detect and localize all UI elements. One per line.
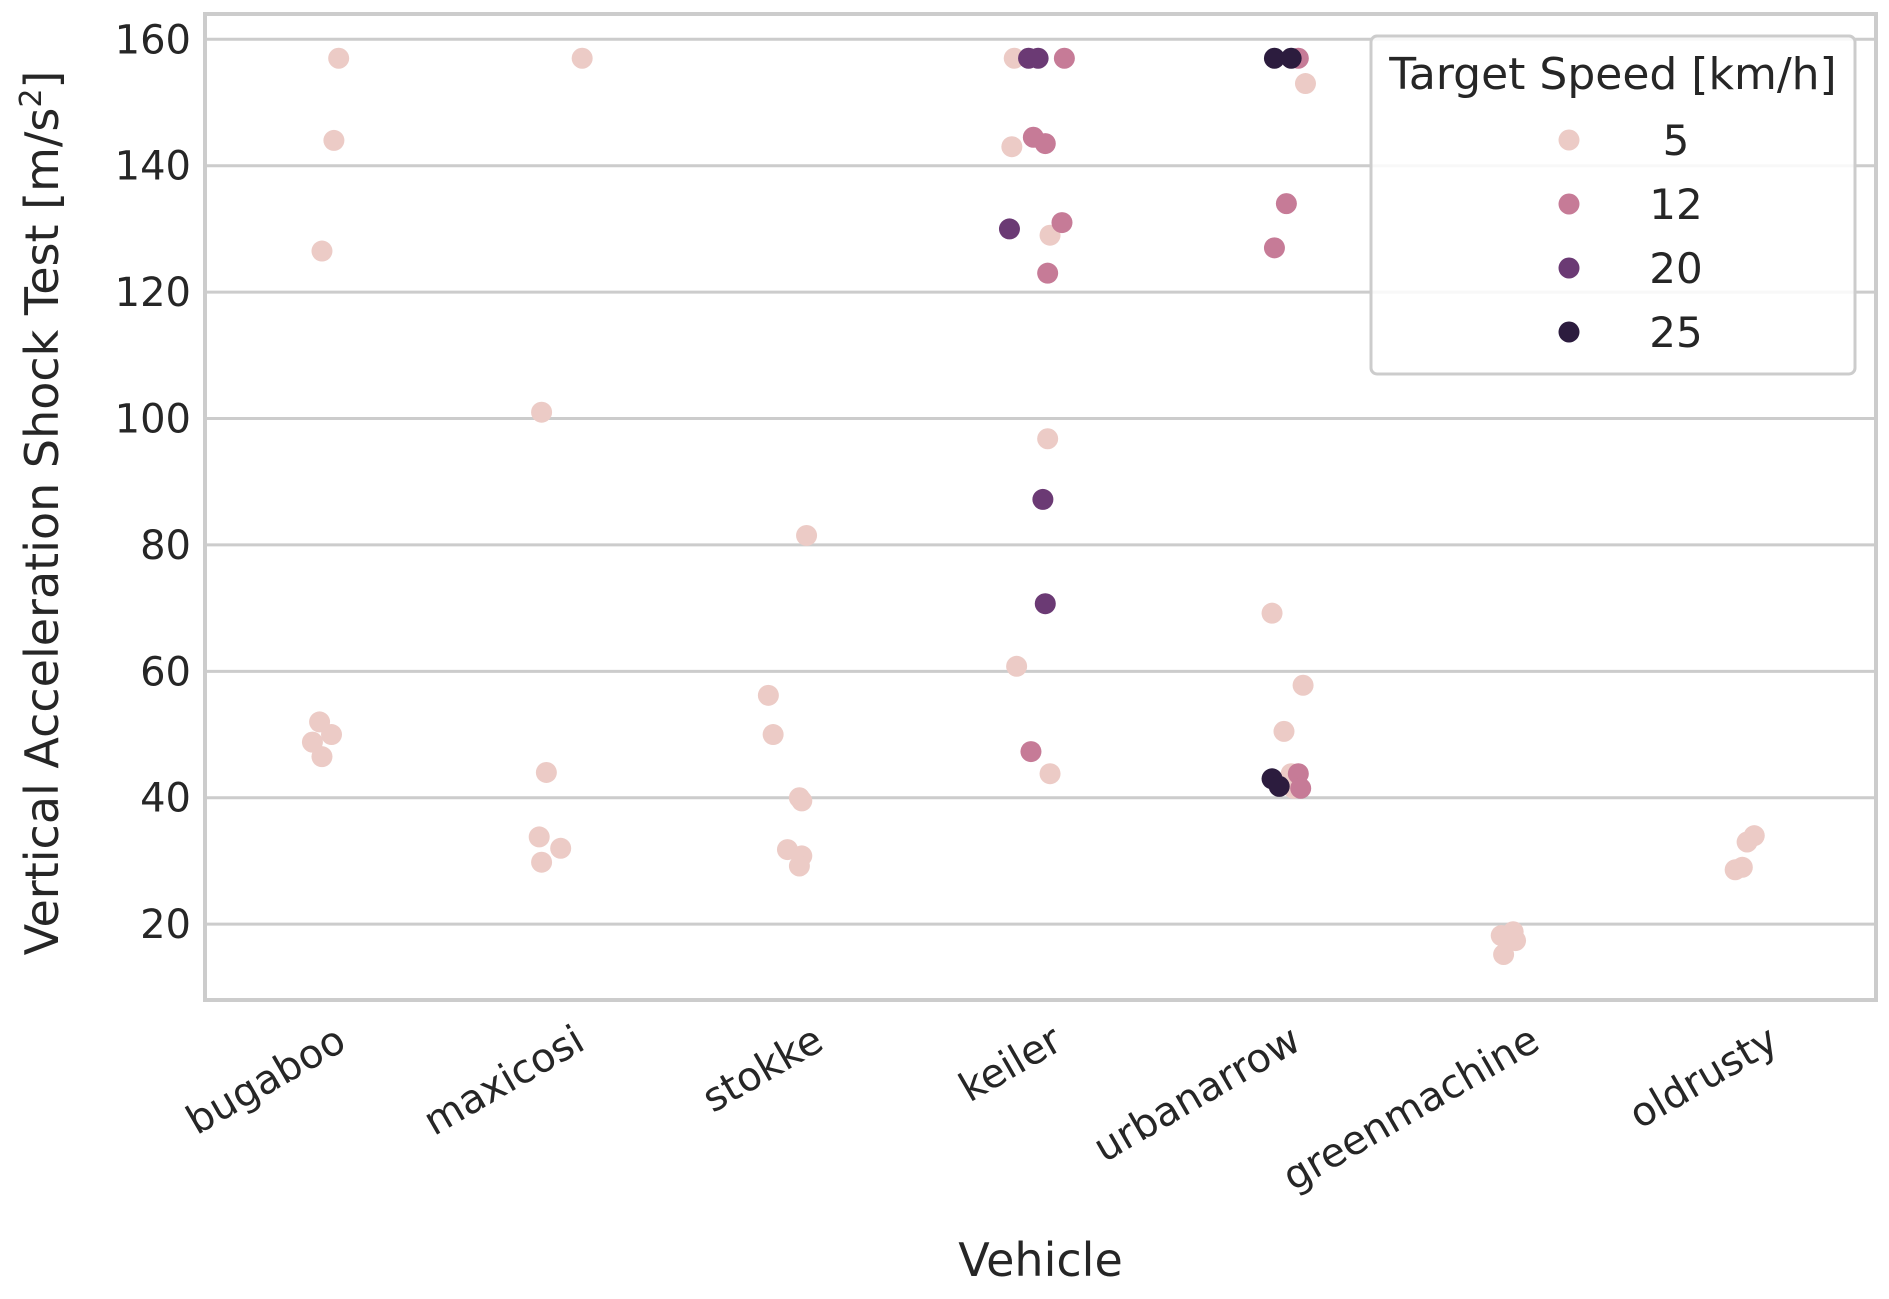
data-point xyxy=(791,790,813,812)
data-point xyxy=(1039,763,1061,785)
data-point xyxy=(550,837,572,859)
legend-label: 25 xyxy=(1649,308,1702,357)
data-point xyxy=(1294,73,1316,95)
x-tick-label: greenmachine xyxy=(1275,1017,1547,1201)
data-point xyxy=(571,47,593,69)
data-point xyxy=(1263,47,1285,69)
data-point xyxy=(1027,47,1049,69)
legend: Target Speed [km/h] 5 12 20 25 xyxy=(1369,34,1857,376)
data-point xyxy=(788,855,810,877)
data-point xyxy=(1037,428,1059,450)
data-point xyxy=(1280,47,1302,69)
data-point xyxy=(1290,777,1312,799)
data-point xyxy=(1034,593,1056,615)
y-axis-label: Vertical Acceleration Shock Test [m/s2] xyxy=(14,71,70,956)
legend-label: 20 xyxy=(1649,244,1702,293)
data-point xyxy=(1001,136,1023,158)
legend-marker xyxy=(1558,129,1580,151)
data-point xyxy=(1743,825,1765,847)
data-point xyxy=(1263,237,1285,259)
data-point xyxy=(1731,856,1753,878)
data-point xyxy=(323,129,345,151)
legend-entries: 5 12 20 25 xyxy=(1558,116,1703,357)
x-tick-label: bugaboo xyxy=(179,1017,354,1144)
data-point xyxy=(1261,602,1283,624)
data-points xyxy=(301,47,1765,965)
data-point xyxy=(531,401,553,423)
data-point xyxy=(321,724,343,746)
data-point xyxy=(998,218,1020,240)
data-point xyxy=(328,47,350,69)
data-point xyxy=(531,851,553,873)
y-tick-label: 140 xyxy=(115,144,191,190)
legend-label: 12 xyxy=(1649,180,1702,229)
legend-label: 5 xyxy=(1663,116,1690,165)
x-tick-labels: bugaboo maxicosi stokke keiler urbanarrowgre… xyxy=(179,1017,1786,1201)
data-point xyxy=(1268,775,1290,797)
data-point xyxy=(1032,488,1054,510)
data-point xyxy=(762,724,784,746)
x-tick-label: oldrusty xyxy=(1622,1017,1786,1138)
legend-marker xyxy=(1558,257,1580,279)
legend-marker xyxy=(1558,321,1580,343)
data-point xyxy=(757,684,779,706)
data-point xyxy=(1006,655,1028,677)
legend-box xyxy=(1369,34,1857,376)
y-tick-label: 120 xyxy=(115,270,191,316)
data-point xyxy=(1493,943,1515,965)
grid-lines xyxy=(205,37,1876,926)
y-tick-label: 40 xyxy=(140,776,191,822)
x-tick-label: urbanarrow xyxy=(1086,1017,1308,1172)
data-point xyxy=(1037,262,1059,284)
y-tick-label: 80 xyxy=(140,523,191,569)
y-tick-label: 100 xyxy=(115,397,191,443)
plot-frame xyxy=(203,12,1878,1002)
data-point xyxy=(528,826,550,848)
data-point xyxy=(535,761,557,783)
data-point xyxy=(1292,674,1314,696)
y-tick-labels: 20 40 60 80 100 120 140 160 xyxy=(115,17,191,948)
data-point xyxy=(1273,720,1295,742)
y-tick-label: 20 xyxy=(140,902,191,948)
x-axis-label: Vehicle xyxy=(958,1233,1123,1287)
data-point xyxy=(1505,930,1527,952)
data-point xyxy=(1275,193,1297,215)
x-tick-label: maxicosi xyxy=(416,1017,592,1145)
x-tick-label: keiler xyxy=(952,1017,1070,1112)
y-tick-label: 60 xyxy=(140,649,191,695)
data-point xyxy=(1053,47,1075,69)
y-tick-label: 160 xyxy=(115,17,191,63)
data-point xyxy=(311,746,333,768)
data-point xyxy=(1034,133,1056,155)
data-point xyxy=(796,524,818,546)
data-point xyxy=(1020,741,1042,763)
x-tick-label: stokke xyxy=(695,1017,831,1122)
legend-title: Target Speed [km/h] xyxy=(1388,49,1836,100)
legend-marker xyxy=(1558,193,1580,215)
data-point xyxy=(1051,212,1073,234)
data-point xyxy=(311,240,333,262)
